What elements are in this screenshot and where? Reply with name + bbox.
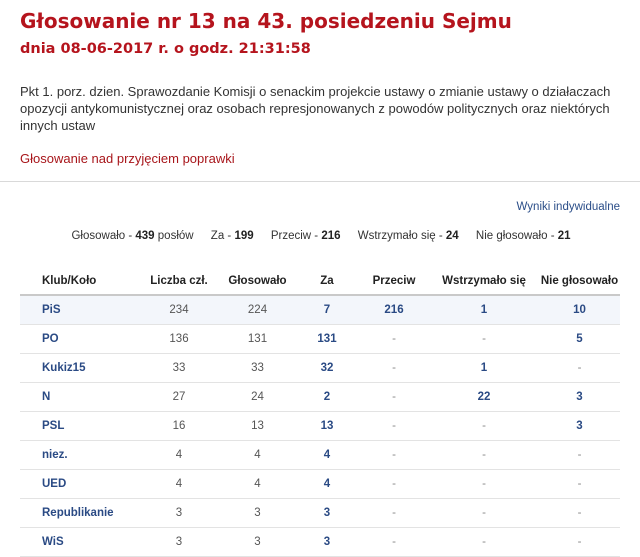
header-for: Za <box>295 268 359 296</box>
header-club: Klub/Koło <box>20 268 138 296</box>
table-row: N 27 24 2-22 3 <box>20 382 620 412</box>
page-title: Głosowanie nr 13 na 43. posiedzeniu Sejm… <box>20 9 512 33</box>
club-name-cell[interactable]: N <box>20 382 138 412</box>
table-row: PO 136 131 131- -5 <box>20 324 620 354</box>
abstained-cell[interactable]: 1 <box>429 353 539 383</box>
club-name-cell[interactable]: PiS <box>20 295 138 325</box>
members-cell: 16 <box>138 411 220 441</box>
voted-cell: 4 <box>220 469 295 499</box>
table-header-row: Klub/Koło Liczba czł. Głosowało Za Przec… <box>20 268 620 296</box>
club-name-cell[interactable]: PSL <box>20 411 138 441</box>
not-voted-cell[interactable]: 3 <box>539 382 620 412</box>
for-cell[interactable]: 13 <box>295 411 359 441</box>
for-cell[interactable]: 32 <box>295 353 359 383</box>
voted-cell: 13 <box>220 411 295 441</box>
not-voted-cell: - <box>539 469 620 499</box>
for-cell[interactable]: 3 <box>295 498 359 528</box>
against-cell: - <box>359 411 429 441</box>
club-name-cell[interactable]: Republikanie <box>20 498 138 528</box>
voted-cell: 24 <box>220 382 295 412</box>
voted-unit: posłów <box>157 230 194 242</box>
club-name-cell[interactable]: Kukiz15 <box>20 353 138 383</box>
header-voted: Głosowało <box>220 268 295 296</box>
abstained-cell: - <box>429 411 539 441</box>
abstained-cell: - <box>429 440 539 470</box>
vote-type: Głosowanie nad przyjęciem poprawki <box>20 151 235 166</box>
members-cell: 3 <box>138 498 220 528</box>
divider <box>0 181 640 182</box>
members-cell: 4 <box>138 440 220 470</box>
individual-results-link[interactable]: Wyniki indywidualne <box>516 201 620 213</box>
table-row: PiS 234 224 7 216 1 10 <box>20 295 620 325</box>
page: Głosowanie nr 13 na 43. posiedzeniu Sejm… <box>0 0 640 167</box>
table-row: Kukiz15 33 33 32-1- <box>20 353 620 383</box>
header-abstained: Wstrzymało się <box>429 268 539 296</box>
for-label: Za - <box>210 230 232 242</box>
not-voted-cell: - <box>539 498 620 528</box>
header-not-voted: Nie głosowało <box>539 268 620 296</box>
not-voted-cell: - <box>539 440 620 470</box>
against-cell: - <box>359 382 429 412</box>
voted-cell: 224 <box>220 295 295 325</box>
voted-cell: 4 <box>220 440 295 470</box>
not-voted-cell: - <box>539 353 620 383</box>
for-cell[interactable]: 131 <box>295 324 359 354</box>
against-label: Przeciw - <box>270 230 319 242</box>
header-members: Liczba czł. <box>138 268 220 296</box>
voted-value: 439 <box>135 230 155 242</box>
club-name-cell[interactable]: PO <box>20 324 138 354</box>
members-cell: 27 <box>138 382 220 412</box>
for-value: 199 <box>234 230 254 242</box>
members-cell: 136 <box>138 324 220 354</box>
for-cell[interactable]: 4 <box>295 440 359 470</box>
table-row: UED 4 4 4- - - <box>20 469 620 499</box>
abstained-cell: - <box>429 324 539 354</box>
abstained-cell[interactable]: 22 <box>429 382 539 412</box>
against-cell: - <box>359 498 429 528</box>
voted-cell: 3 <box>220 498 295 528</box>
results-table: Klub/Koło Liczba czł. Głosowało Za Przec… <box>20 268 620 557</box>
table-row: Republikanie 3 3 3- - - <box>20 498 620 528</box>
abstained-value: 24 <box>445 230 459 242</box>
members-cell: 234 <box>138 295 220 325</box>
for-cell[interactable]: 2 <box>295 382 359 412</box>
for-cell[interactable]: 7 <box>295 295 359 325</box>
against-value: 216 <box>321 230 341 242</box>
not-voted-cell[interactable]: 5 <box>539 324 620 354</box>
results-section: Wyniki indywidualne Głosowało - 439 posł… <box>0 201 640 557</box>
against-cell: - <box>359 324 429 354</box>
abstained-cell: - <box>429 469 539 499</box>
against-cell: - <box>359 353 429 383</box>
not-voted-label: Nie głosowało - <box>475 230 555 242</box>
abstained-cell[interactable]: 1 <box>429 295 539 325</box>
header-against: Przeciw <box>359 268 429 296</box>
not-voted-cell[interactable]: 3 <box>539 411 620 441</box>
agenda-description: Pkt 1. porz. dzien. Sprawozdanie Komisji… <box>20 84 611 133</box>
not-voted-cell[interactable]: 10 <box>539 295 620 325</box>
abstained-cell: - <box>429 498 539 528</box>
members-cell: 33 <box>138 353 220 383</box>
voted-cell: 33 <box>220 353 295 383</box>
abstained-label: Wstrzymało się - <box>357 230 443 242</box>
not-voted-value: 21 <box>557 230 571 242</box>
vote-datetime: dnia 08-06-2017 r. o godz. 21:31:58 <box>20 41 311 57</box>
against-cell: - <box>359 440 429 470</box>
against-cell: - <box>359 469 429 499</box>
voted-cell: 131 <box>220 324 295 354</box>
club-name-cell[interactable]: niez. <box>20 440 138 470</box>
members-cell: 4 <box>138 469 220 499</box>
voted-label: Głosowało - <box>71 230 133 242</box>
table-body: PiS 234 224 7 216 1 10 PO 136 131 131- -5 Kukiz15 33 3… <box>20 295 620 557</box>
for-cell[interactable]: 4 <box>295 469 359 499</box>
table-row: niez. 4 4 4- - - <box>20 440 620 470</box>
club-name-cell[interactable]: UED <box>20 469 138 499</box>
against-cell[interactable]: 216 <box>359 295 429 325</box>
table-row: PSL 16 13 13- -3 <box>20 411 620 441</box>
vote-summary: Głosowało - 439 posłów Za - 199 Przeciw … <box>20 230 622 242</box>
